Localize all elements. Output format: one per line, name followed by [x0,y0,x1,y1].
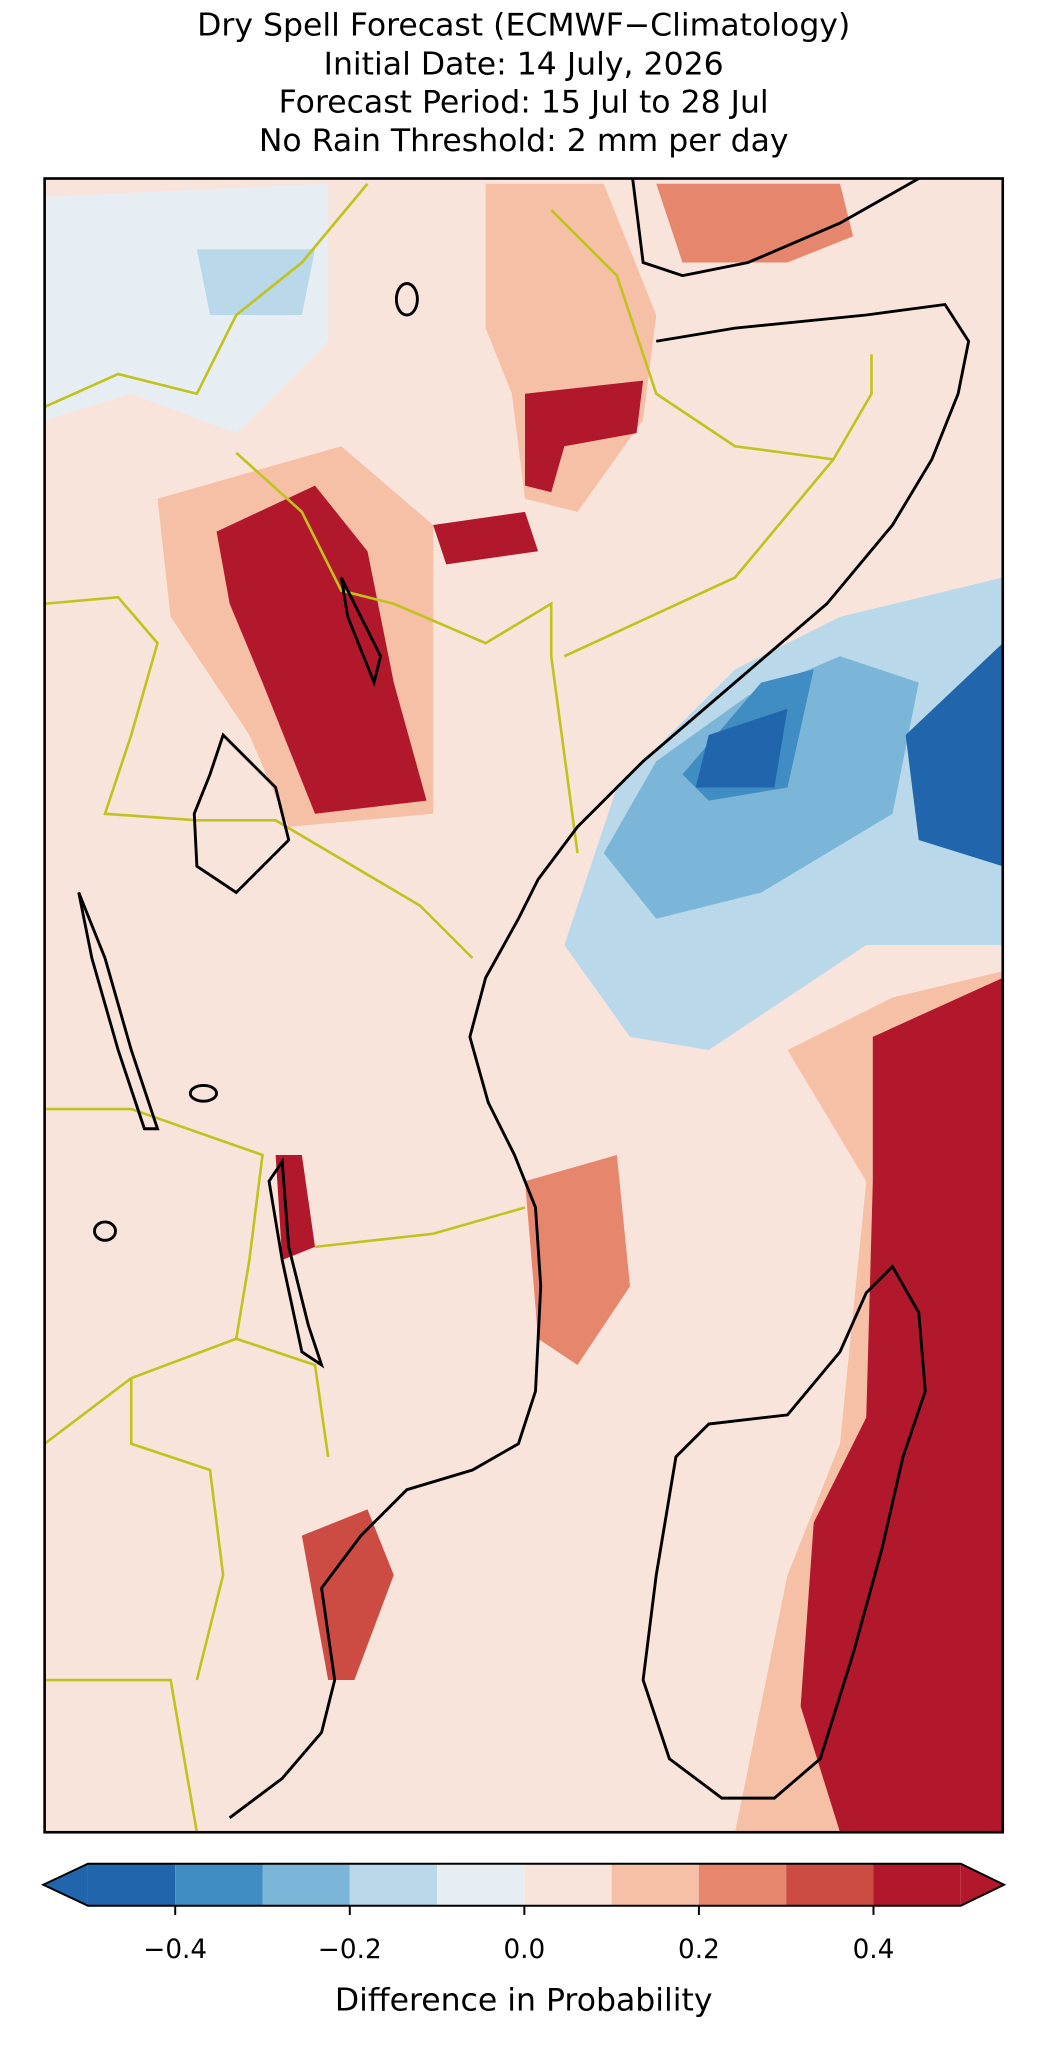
colorbar-tick-label: −0.4 [143,1935,207,1965]
colorbar-label: Difference in Probability [335,1983,713,2019]
colorbar-outline [41,1862,1007,1907]
colorbar-segment [786,1863,874,1906]
colorbar-tick-label: 0.2 [678,1935,720,1965]
map-frame [43,177,1005,1834]
colorbar-extend-under [43,1863,88,1906]
field-patches [44,183,1003,1833]
colorbar-segment [698,1863,787,1906]
coastlines [77,178,971,1819]
title-line: Dry Spell Forecast (ECMWF−Climatology) [197,7,850,43]
colorbar-tick-label: −0.2 [318,1935,382,1965]
colorbar-segment [175,1863,263,1906]
colorbar: −0.4 −0.2 0.0 0.2 0.4 [41,1862,1007,1965]
colorbar-segment [349,1863,438,1906]
colorbar-extend-over [960,1863,1005,1906]
map [44,178,1003,1833]
title-line: Initial Date: 14 July, 2026 [324,47,724,83]
colorbar-segment [437,1863,525,1906]
colorbar-segment [611,1863,699,1906]
colorbar-segment [873,1863,961,1906]
borders [44,182,873,1833]
colorbar-tick-label: 0.0 [503,1935,545,1965]
colorbar-tick-label: 0.4 [853,1935,895,1965]
colorbar-segment [524,1863,612,1906]
colorbar-segment [262,1863,350,1906]
title-line: Forecast Period: 15 Jul to 28 Jul [279,85,769,121]
colorbar-segment [87,1863,176,1906]
title-line: No Rain Threshold: 2 mm per day [259,123,789,159]
